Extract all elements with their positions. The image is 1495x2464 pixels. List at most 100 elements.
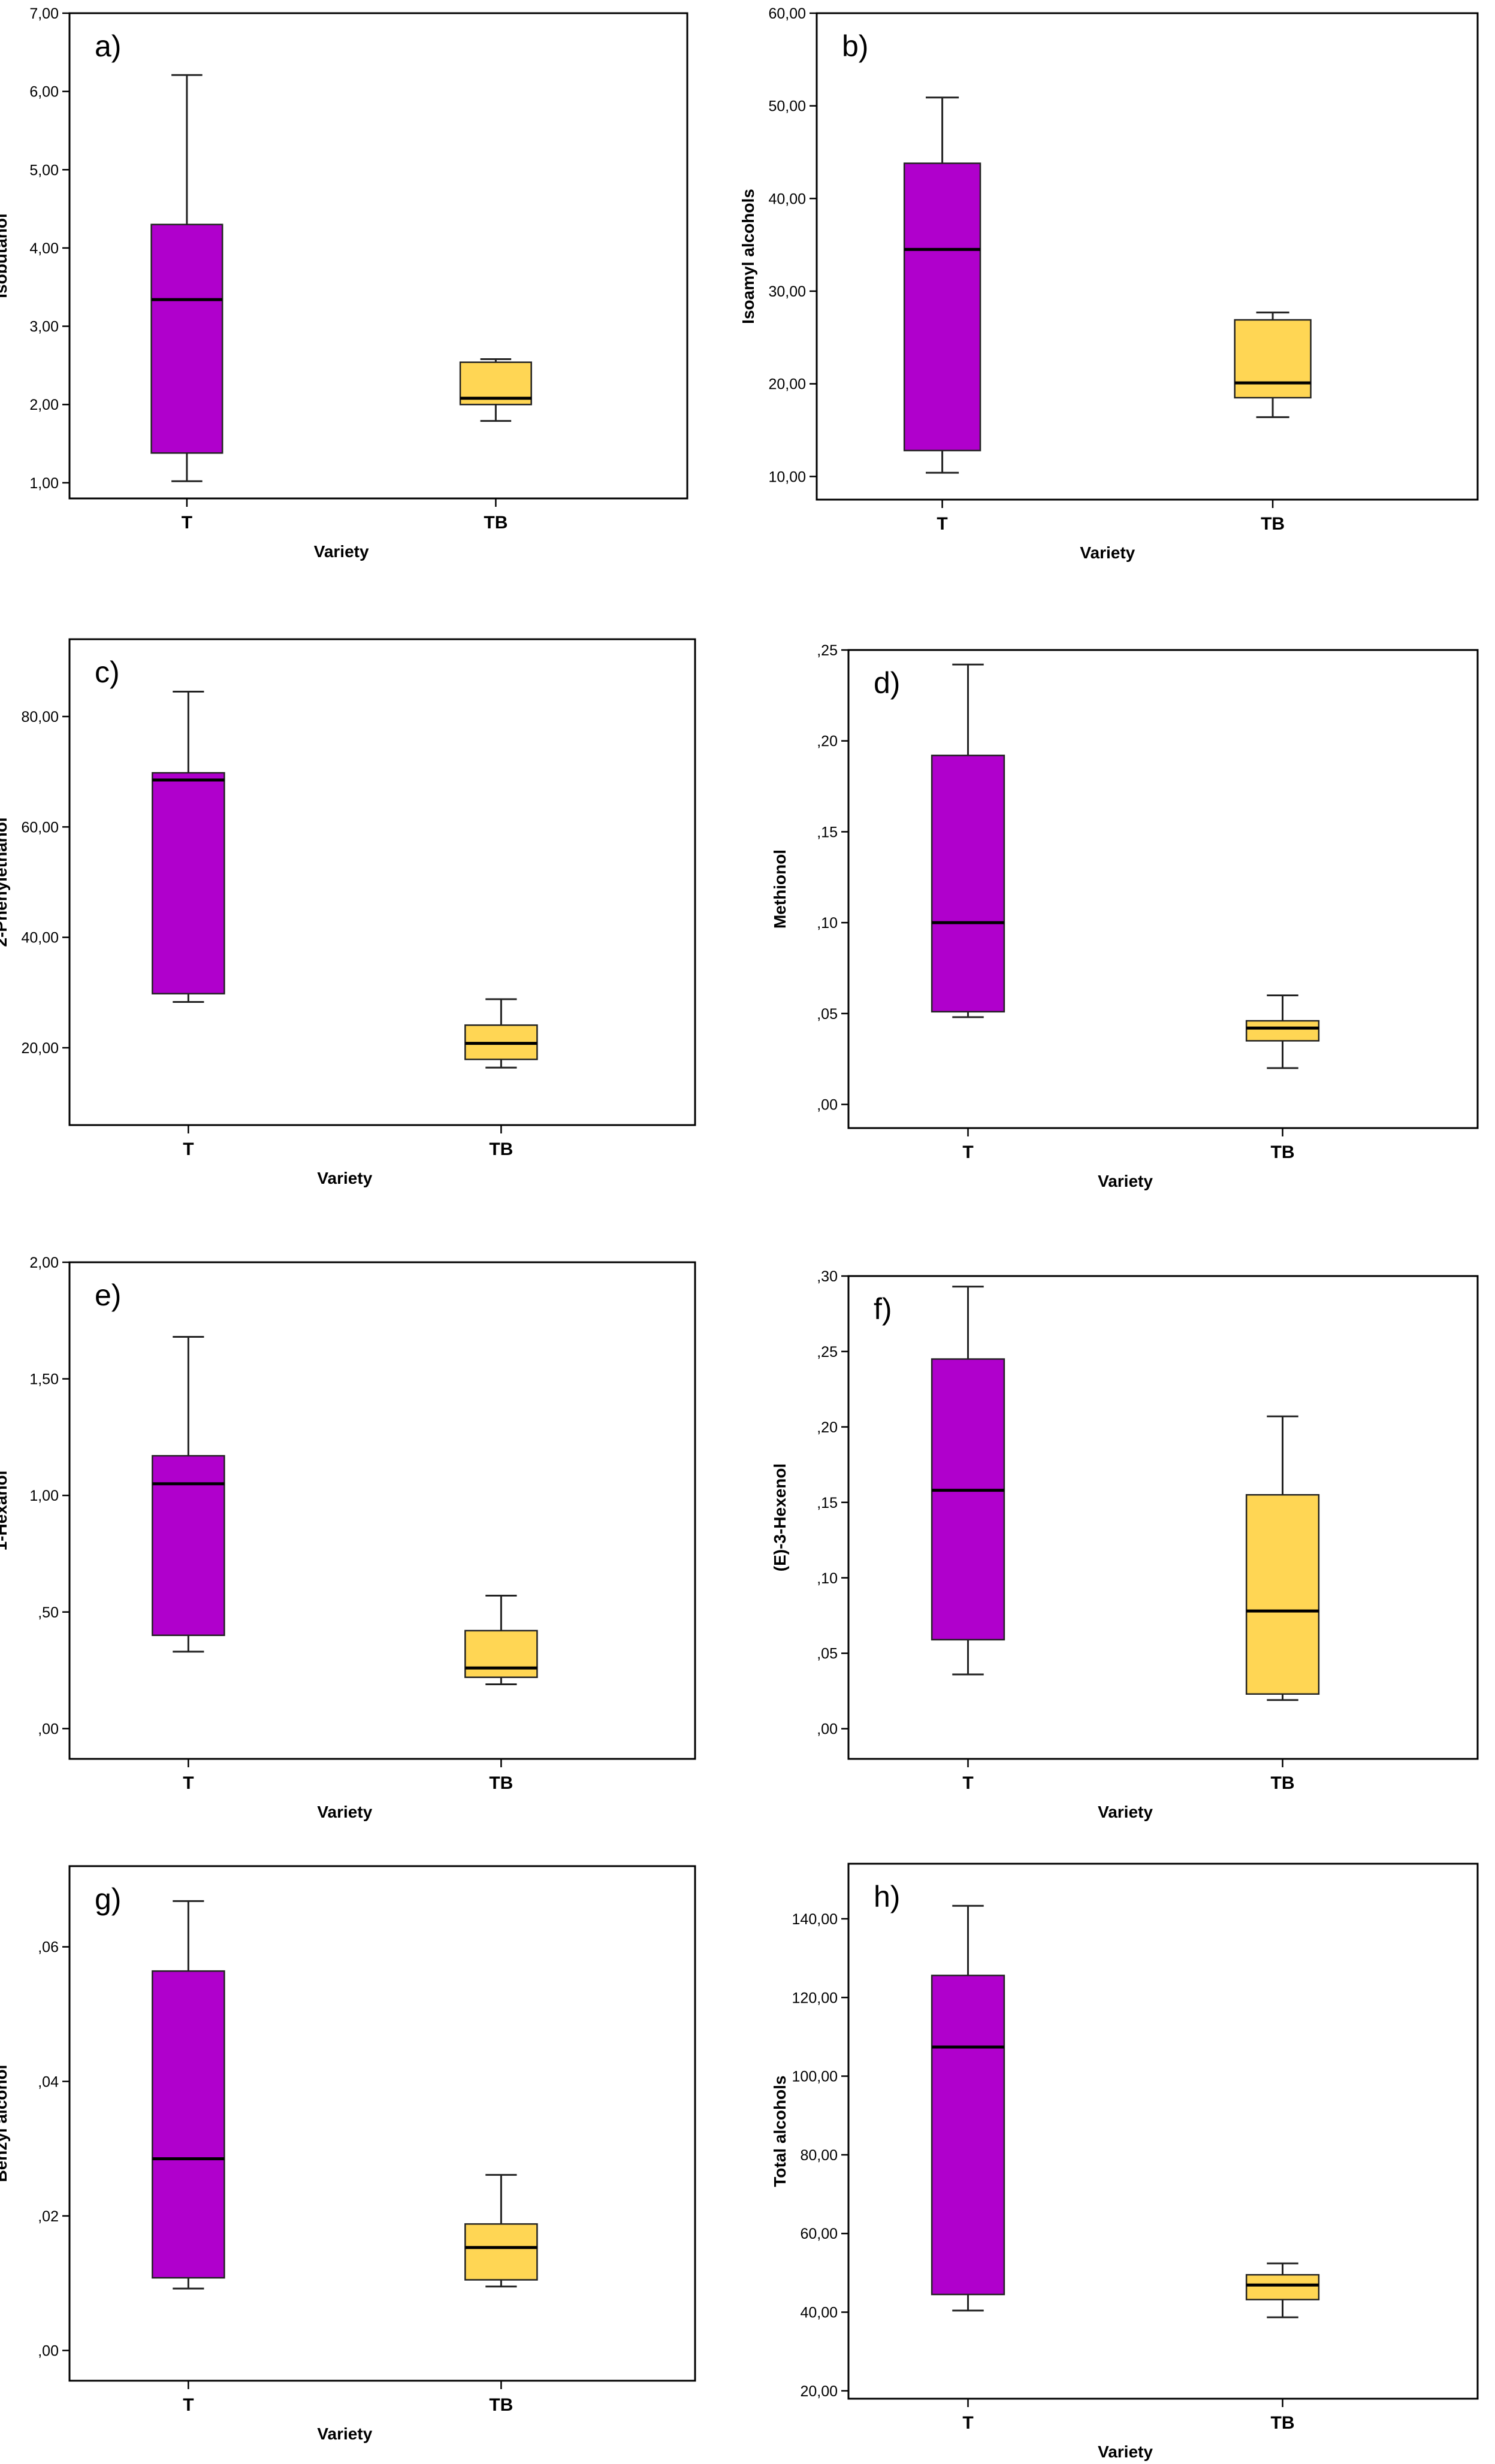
box-T — [931, 1904, 1005, 2312]
y-tick-label: ,50 — [38, 1604, 59, 1621]
y-tick-label: ,10 — [817, 915, 838, 932]
y-tick-label: 3,00 — [29, 319, 59, 335]
box-iqr — [1245, 1020, 1320, 1042]
x-tick-label: TB — [1271, 2413, 1295, 2433]
y-tick-label: ,05 — [817, 1646, 838, 1662]
y-tick-label: ,10 — [817, 1570, 838, 1587]
x-axis-label: Variety — [1098, 1172, 1153, 1190]
chart-panel-8: h) 20,00 40,00 60,00 80,00 100,00 120,00 140,00… — [771, 1863, 1479, 2461]
box-T — [152, 691, 225, 1003]
y-axis-label: (E)-3-Hexenol — [771, 1464, 789, 1571]
y-tick-label: 40,00 — [800, 2305, 838, 2321]
x-axis-label: Variety — [1098, 2442, 1153, 2461]
y-axis-label: 2-Phenylethanol — [0, 817, 10, 947]
y-tick-label: ,25 — [817, 1344, 838, 1361]
box-TB — [459, 358, 532, 422]
y-tick-label: 80,00 — [21, 709, 59, 725]
panel-label: h) — [874, 1880, 900, 1913]
box-iqr — [1245, 2273, 1320, 2300]
y-tick-label: 20,00 — [800, 2383, 838, 2400]
y-tick-label: ,05 — [817, 1006, 838, 1023]
box-TB — [1245, 1415, 1320, 1701]
y-tick-label: ,00 — [38, 2342, 59, 2359]
y-tick-label: ,30 — [817, 1268, 838, 1285]
y-tick-label: ,15 — [817, 824, 838, 841]
box-TB — [464, 998, 538, 1069]
x-tick-label: TB — [489, 1139, 513, 1159]
box-iqr — [152, 1455, 225, 1636]
x-tick-label: T — [183, 2395, 194, 2415]
box-TB — [464, 1595, 538, 1685]
y-tick-label: 50,00 — [768, 98, 806, 115]
panel-label: b) — [842, 29, 868, 63]
panel-label: g) — [95, 1882, 121, 1916]
y-tick-label: 1,00 — [29, 1488, 59, 1504]
x-tick-label: T — [183, 1773, 194, 1793]
x-tick-label: T — [962, 1142, 973, 1162]
y-tick-label: ,06 — [38, 1939, 59, 1956]
x-tick-label: T — [962, 2413, 973, 2433]
x-tick-label: T — [183, 1139, 194, 1159]
x-tick-label: TB — [484, 513, 508, 533]
y-tick-label: 60,00 — [768, 5, 806, 22]
y-tick-label: 60,00 — [800, 2226, 838, 2242]
box-T — [903, 96, 981, 474]
box-iqr — [931, 1975, 1005, 2296]
x-tick-label: TB — [489, 2395, 513, 2415]
box-T — [931, 663, 1005, 1018]
y-axis-label: Methionol — [771, 849, 789, 929]
y-tick-label: 1,00 — [29, 475, 59, 492]
chart-panel-1: a) 1,00 2,00 3,00 4,00 5,00 6,00 7,00 Isobutanol… — [0, 5, 688, 561]
chart-panel-5: e) ,00 ,50 1,00 1,50 2,00 1-Hexanol T TB Variety — [0, 1254, 696, 1821]
y-axis-label: 1-Hexanol — [0, 1471, 10, 1551]
y-tick-label: 60,00 — [21, 819, 59, 836]
x-tick-label: TB — [1261, 514, 1285, 534]
box-T — [150, 74, 224, 482]
y-tick-label: ,00 — [38, 1721, 59, 1737]
x-axis-label: Variety — [1098, 1803, 1153, 1821]
y-axis-label: Total alcohols — [771, 2075, 789, 2187]
chart-panel-6: f) ,00 ,05 ,10 ,15 ,20 ,25 ,30 (E)-3-Hexenol T TB V… — [771, 1268, 1479, 1821]
y-tick-label: 20,00 — [768, 376, 806, 393]
box-iqr — [1245, 1493, 1320, 1695]
y-tick-label: ,00 — [817, 1097, 838, 1114]
y-tick-label: 120,00 — [792, 1990, 838, 2006]
y-tick-label: 100,00 — [792, 2069, 838, 2085]
y-tick-label: 10,00 — [768, 468, 806, 485]
x-tick-label: T — [962, 1773, 973, 1793]
box-T — [931, 1286, 1005, 1676]
box-iqr — [931, 1358, 1005, 1641]
panel-label: e) — [95, 1278, 121, 1312]
y-tick-label: ,02 — [38, 2208, 59, 2225]
box-iqr — [464, 2223, 538, 2281]
y-tick-label: ,04 — [38, 2073, 59, 2090]
y-tick-label: 40,00 — [768, 191, 806, 207]
y-tick-label: ,20 — [817, 733, 838, 750]
y-tick-label: 40,00 — [21, 930, 59, 947]
y-tick-label: ,20 — [817, 1419, 838, 1436]
panel-label: d) — [874, 666, 900, 700]
y-axis-label: Isoamyl alcohols — [739, 189, 757, 324]
box-iqr — [152, 772, 225, 994]
box-iqr — [903, 162, 981, 452]
box-T — [152, 1336, 225, 1653]
y-tick-label: 20,00 — [21, 1040, 59, 1057]
box-iqr — [1234, 319, 1312, 399]
chart-panel-3: c) 20,00 40,00 60,00 80,00 2-Phenylethanol T TB… — [0, 638, 696, 1187]
y-tick-label: 80,00 — [800, 2147, 838, 2164]
x-tick-label: TB — [1271, 1142, 1295, 1162]
chart-panel-2: b) 10,00 20,00 30,00 40,00 50,00 60,00 Isoamyl … — [739, 5, 1479, 562]
panel-label: c) — [95, 655, 120, 689]
x-tick-label: TB — [489, 1773, 513, 1793]
box-TB — [1245, 994, 1320, 1069]
box-TB — [464, 2173, 538, 2288]
y-tick-label: 140,00 — [792, 1911, 838, 1928]
y-tick-label: ,25 — [817, 642, 838, 659]
y-tick-label: 4,00 — [29, 240, 59, 257]
x-tick-label: T — [937, 514, 947, 534]
x-tick-label: T — [182, 513, 192, 533]
y-tick-label: 5,00 — [29, 162, 59, 179]
box-TB — [1234, 312, 1312, 418]
box-iqr — [931, 754, 1005, 1013]
y-tick-label: ,00 — [817, 1721, 838, 1738]
